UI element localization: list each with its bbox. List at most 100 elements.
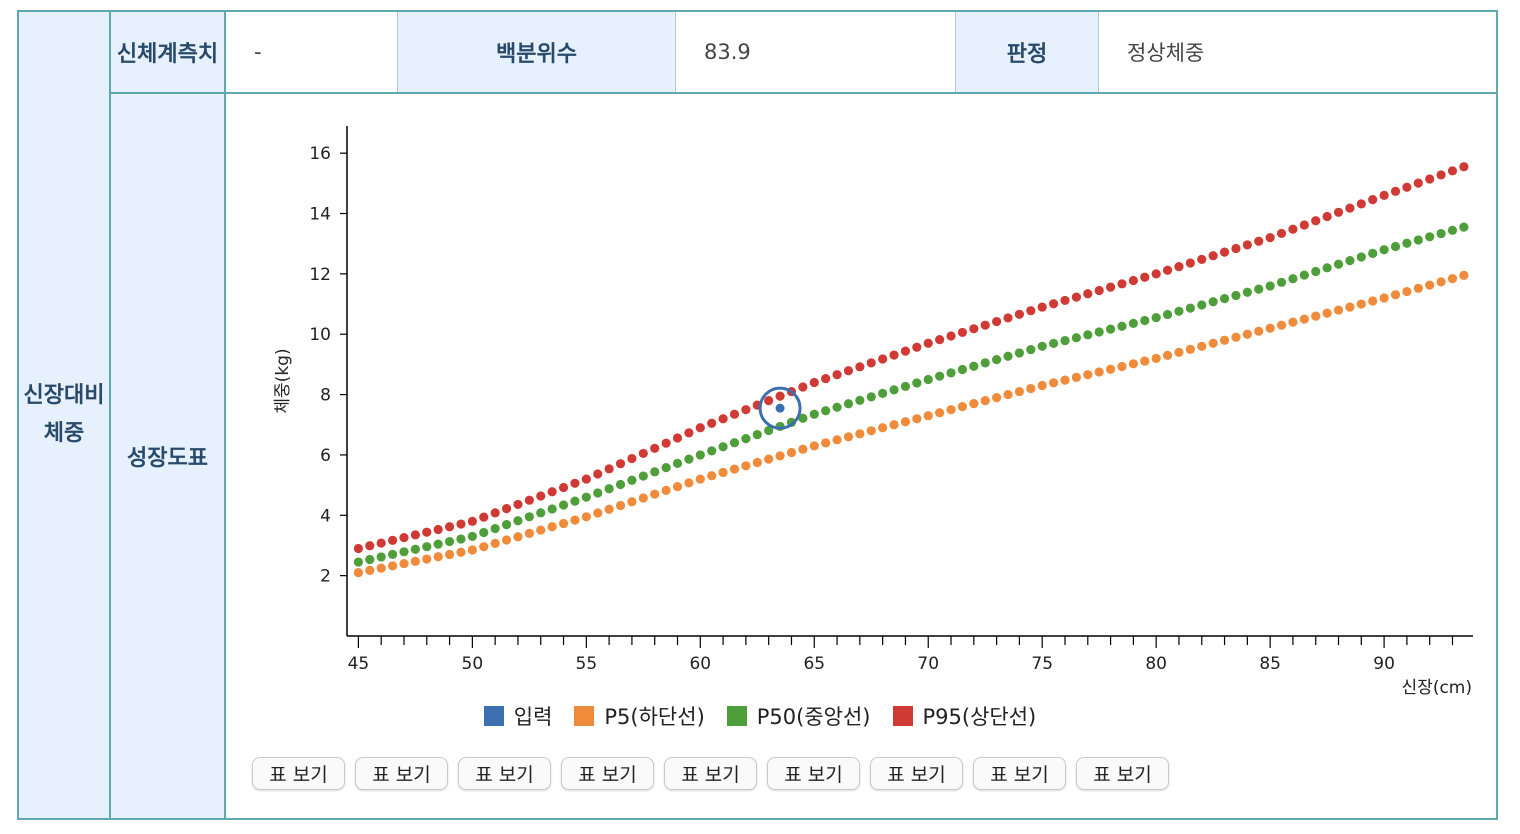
series-point-2 — [1402, 238, 1412, 248]
series-point-1 — [946, 405, 956, 415]
series-point-1 — [467, 545, 477, 555]
table-view-button[interactable]: 표 보기 — [973, 757, 1066, 790]
x-tick-label: 45 — [348, 654, 370, 674]
series-point-2 — [1048, 338, 1059, 349]
table-view-button[interactable]: 표 보기 — [664, 757, 757, 790]
series-point-3 — [1231, 243, 1241, 254]
series-point-2 — [764, 425, 774, 436]
legend-swatch — [483, 706, 504, 726]
series-point-1 — [558, 518, 569, 529]
table-view-button[interactable]: 표 보기 — [355, 757, 448, 790]
series-point-3 — [1219, 247, 1230, 257]
series-point-1 — [650, 489, 660, 499]
series-point-1 — [1436, 277, 1446, 287]
series-point-2 — [718, 442, 728, 452]
series-point-2 — [1083, 330, 1093, 340]
series-point-3 — [399, 533, 409, 543]
series-point-2 — [433, 539, 443, 549]
series-point-3 — [866, 358, 876, 368]
series-point-3 — [1014, 309, 1025, 319]
series-point-2 — [1345, 255, 1355, 266]
series-point-1 — [1368, 296, 1378, 306]
series-point-1 — [627, 497, 637, 507]
series-point-1 — [1231, 332, 1241, 342]
divider — [109, 92, 1498, 94]
series-point-3 — [946, 331, 956, 341]
series-point-1 — [1254, 326, 1264, 336]
series-point-3 — [729, 409, 740, 419]
series-point-3 — [1333, 207, 1344, 217]
series-point-3 — [1402, 182, 1412, 192]
legend-item[interactable]: P95(상단선) — [892, 701, 1036, 731]
legend-item[interactable]: 입력 — [483, 701, 552, 731]
series-point-1 — [1060, 375, 1070, 385]
series-point-2 — [536, 508, 546, 518]
series-point-2 — [638, 471, 648, 481]
series-point-2 — [1322, 263, 1332, 273]
series-point-3 — [764, 396, 774, 406]
series-point-3 — [1436, 170, 1446, 180]
series-point-1 — [992, 392, 1002, 403]
series-point-1 — [707, 471, 717, 481]
table-view-button[interactable]: 표 보기 — [458, 757, 551, 790]
chart-legend: 입력 P5(하단선) P50(중앙선) P95(상단선) — [0, 701, 1520, 731]
series-point-1 — [1117, 361, 1127, 372]
series-point-3 — [1037, 302, 1047, 312]
series-point-1 — [490, 538, 500, 548]
series-point-2 — [456, 534, 466, 544]
series-point-3 — [1071, 292, 1081, 302]
series-point-3 — [1425, 174, 1435, 184]
series-point-2 — [1276, 277, 1287, 287]
y-tick-label: 6 — [320, 446, 331, 466]
row-header: 신장대비 체중 — [19, 12, 109, 818]
y-tick-label: 16 — [309, 144, 331, 164]
series-point-2 — [1311, 266, 1321, 277]
series-point-3 — [1197, 254, 1207, 264]
series-point-2 — [524, 512, 534, 522]
series-point-3 — [718, 414, 728, 424]
table-view-button[interactable]: 표 보기 — [561, 757, 654, 790]
series-point-3 — [1276, 228, 1287, 239]
series-point-2 — [1185, 303, 1195, 313]
table-view-button[interactable]: 표 보기 — [767, 757, 860, 790]
series-point-2 — [832, 402, 842, 412]
series-point-1 — [1197, 341, 1207, 351]
table-view-button[interactable]: 표 보기 — [1076, 757, 1169, 790]
series-point-3 — [353, 543, 363, 554]
table-view-button[interactable]: 표 보기 — [252, 757, 345, 790]
series-point-2 — [729, 438, 740, 448]
series-point-3 — [615, 459, 626, 469]
series-point-3 — [957, 327, 968, 338]
series-point-1 — [855, 429, 865, 439]
series-point-3 — [798, 382, 808, 392]
x-tick-label: 80 — [1145, 654, 1167, 674]
series-point-3 — [387, 535, 398, 545]
series-point-1 — [1026, 383, 1036, 394]
series-point-2 — [1060, 335, 1070, 346]
series-point-1 — [786, 447, 797, 458]
series-point-2 — [752, 429, 762, 440]
series-point-3 — [832, 370, 842, 380]
series-point-3 — [1060, 295, 1070, 306]
legend-item[interactable]: P5(하단선) — [574, 701, 705, 731]
series-point-1 — [1299, 314, 1309, 324]
series-point-2 — [627, 475, 637, 485]
series-point-2 — [1071, 333, 1081, 343]
series-point-1 — [1447, 274, 1458, 284]
series-point-2 — [1026, 345, 1036, 355]
series-point-3 — [1026, 306, 1036, 316]
legend-item[interactable]: P50(중앙선) — [726, 701, 871, 731]
series-point-2 — [1299, 270, 1309, 280]
series-point-3 — [923, 338, 933, 348]
series-point-3 — [410, 530, 420, 540]
series-point-1 — [1048, 378, 1059, 388]
series-point-2 — [615, 479, 626, 490]
series-point-2 — [1037, 341, 1047, 351]
divider — [955, 12, 956, 92]
judgment-value: 정상체중 — [1099, 12, 1496, 92]
series-point-2 — [1105, 324, 1116, 334]
series-point-1 — [1174, 347, 1184, 357]
series-point-1 — [570, 515, 580, 525]
series-point-1 — [741, 461, 751, 471]
table-view-button[interactable]: 표 보기 — [870, 757, 963, 790]
